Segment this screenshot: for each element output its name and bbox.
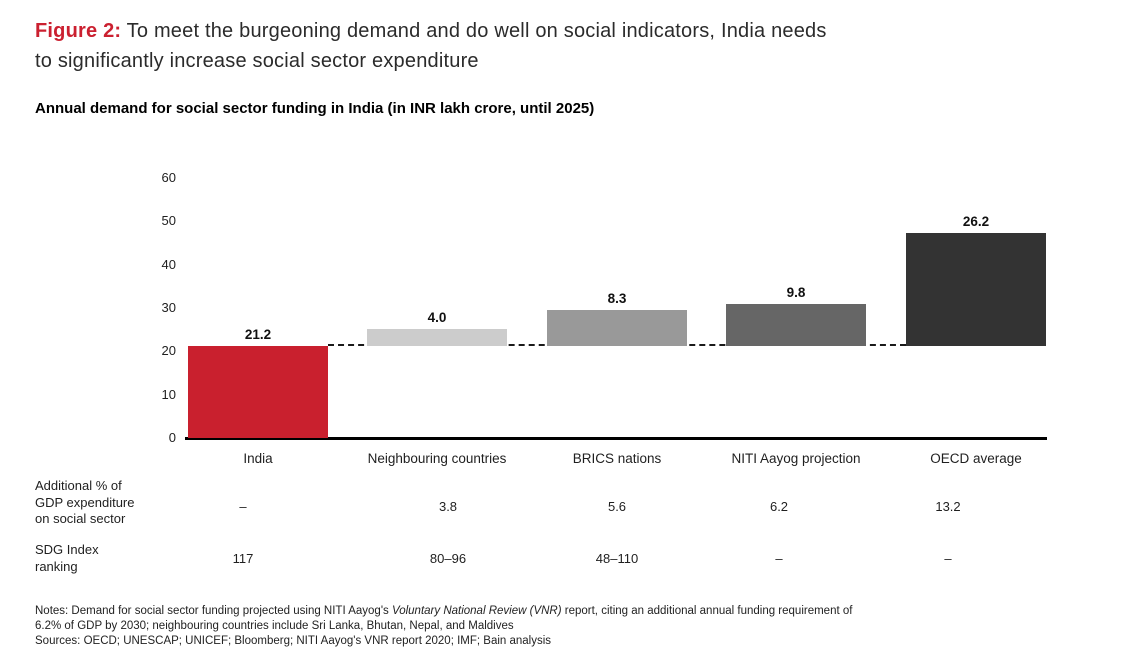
figure-title-text-line1: To meet the burgeoning demand and do wel… [126,20,827,42]
table-cell: 3.8 [438,499,458,514]
table-cell: 5.6 [607,499,627,514]
bar-value-label: 26.2 [962,213,990,229]
y-axis-tick-label: 0 [168,430,176,445]
notes-line-1: Notes: Demand for social sector funding … [35,604,1105,619]
y-axis-tick-label: 40 [161,256,176,272]
category-label: NITI Aayog projection [731,451,861,466]
sources-line: Sources: OECD; UNESCAP; UNICEF; Bloomber… [35,635,552,647]
bar-india [188,346,328,438]
category-label: Neighbouring countries [367,451,507,466]
bar-oecd-average [906,232,1046,347]
bar-value-label: 4.0 [427,309,447,325]
chart-subtitle: Annual demand for social sector funding … [35,100,595,117]
category-label: BRICS nations [572,451,662,466]
bar-brics-nations [547,310,687,347]
notes-line1-prefix: Notes: Demand for social sector funding … [35,605,392,617]
table-row-label-gdp-expenditure: Additional % of GDP expenditure on socia… [35,478,135,526]
table-cell: – [775,551,783,566]
category-label: India [243,451,273,466]
table-cell: 117 [232,551,254,566]
table-cell: 80–96 [429,551,467,566]
table-cell: 6.2 [769,499,789,514]
y-axis-tick-label: 30 [161,300,176,315]
y-axis-tick-label: 10 [161,386,176,402]
bar-niti-aayog-projection [726,303,866,347]
y-axis-tick-label: 60 [161,170,176,185]
x-axis-line [185,437,1047,440]
notes-line1-suffix: report, citing an additional annual fund… [561,605,853,617]
table-cell: – [239,499,247,514]
table-cell: 48–110 [595,551,639,566]
figure-title: Figure 2: To meet the burgeoning demand … [35,16,1095,76]
footnotes: Notes: Demand for social sector funding … [35,604,1105,649]
table-cell: – [944,551,952,566]
table-row-label-sdg-index: SDG Index ranking [35,542,99,574]
figure-title-line1: Figure 2: To meet the burgeoning demand … [35,16,1095,46]
bar-value-label: 9.8 [786,284,806,300]
bar-value-label: 8.3 [607,291,627,307]
notes-line1-italic: Voluntary National Review (VNR) [391,605,562,617]
figure-label: Figure 2: [35,20,122,42]
figure-title-text-line2: to significantly increase social sector … [35,50,479,72]
y-axis-tick-label: 20 [161,343,176,359]
table-cell: 13.2 [935,499,961,514]
category-label: OECD average [930,451,1022,466]
bar-value-label: 21.2 [244,327,272,343]
y-axis-tick-label: 50 [161,213,176,229]
bar-neighbouring-countries [367,328,507,347]
notes-line-2: 6.2% of GDP by 2030; neighbouring countr… [35,620,514,632]
